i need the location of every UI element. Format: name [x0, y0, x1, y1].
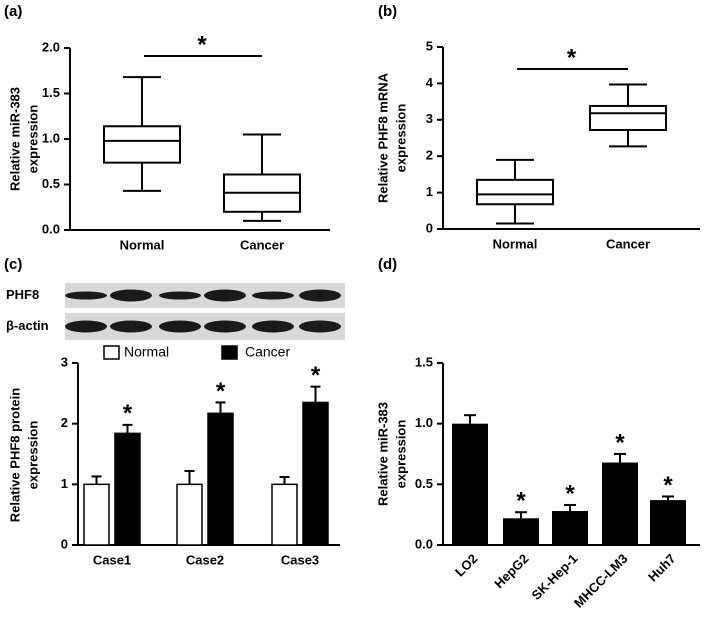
y-tick-label: 3 — [61, 354, 68, 369]
y-tick-label: 0.5 — [415, 476, 433, 491]
x-tick-label: LO2 — [452, 551, 480, 579]
blot-band — [159, 320, 201, 333]
y-tick-label: 1 — [426, 184, 433, 199]
x-tick-label: MHCC-LM3 — [571, 551, 631, 611]
x-tick-label: Normal — [493, 236, 538, 251]
y-axis-title: expression — [25, 105, 40, 174]
blot-band — [159, 291, 201, 300]
bar — [114, 432, 141, 546]
y-axis-title: Relative miR-383 — [375, 402, 390, 506]
bar — [650, 500, 686, 545]
blot-band — [299, 320, 341, 333]
blot-band — [65, 320, 107, 333]
y-tick-label: 1 — [61, 476, 68, 491]
y-axis-title: Relative PHF8 protein — [7, 388, 22, 522]
bar — [302, 401, 329, 546]
y-axis-title: expression — [393, 104, 408, 173]
significance-star: * — [567, 44, 577, 71]
box — [476, 178, 554, 206]
blot-label: PHF8 — [6, 287, 39, 302]
x-tick-label: HepG2 — [491, 551, 531, 591]
legend-swatch — [103, 345, 120, 360]
blot-band — [110, 320, 152, 333]
y-tick-label: 3 — [426, 111, 433, 126]
legend-label: Normal — [124, 344, 169, 360]
y-tick-label: 1.0 — [42, 130, 60, 145]
blot-label: β-actin — [6, 318, 49, 333]
significance-star: * — [615, 429, 625, 456]
significance-star: * — [123, 400, 133, 427]
blot-band — [204, 289, 246, 302]
x-tick-label: Cancer — [606, 236, 650, 251]
panel-label: (a) — [4, 3, 22, 20]
bar — [176, 483, 203, 546]
box — [589, 104, 667, 131]
bar — [503, 518, 539, 545]
y-tick-label: 2 — [426, 148, 433, 163]
significance-star: * — [565, 480, 575, 507]
y-tick-label: 2 — [61, 415, 68, 430]
x-tick-label: Case2 — [186, 552, 224, 567]
blot-band — [299, 289, 341, 302]
bar — [602, 462, 638, 545]
y-tick-label: 5 — [426, 38, 433, 53]
y-tick-label: 1.5 — [415, 354, 433, 369]
x-tick-label: Normal — [120, 237, 165, 252]
y-axis-title: expression — [25, 421, 40, 490]
blot-band — [65, 291, 107, 300]
box — [103, 125, 181, 164]
y-tick-label: 0.0 — [415, 536, 433, 551]
legend-swatch — [221, 345, 238, 360]
bar — [271, 483, 298, 546]
legend-label: Cancer — [245, 344, 290, 360]
x-tick-label: Case1 — [93, 552, 131, 567]
significance-star: * — [516, 488, 526, 515]
blot-band — [252, 320, 294, 333]
y-tick-label: 0.5 — [42, 176, 60, 191]
y-tick-label: 0 — [61, 536, 68, 551]
blot-band — [110, 289, 152, 302]
y-axis-title: Relative PHF8 mRNA — [375, 72, 390, 203]
panel-label: (b) — [378, 3, 397, 20]
x-tick-label: SK-Hep-1 — [529, 551, 581, 603]
y-tick-label: 1.5 — [42, 85, 60, 100]
y-axis-title: Relative miR-383 — [7, 87, 22, 191]
y-tick-label: 1.0 — [415, 415, 433, 430]
y-tick-label: 4 — [426, 75, 434, 90]
bar — [452, 423, 488, 545]
significance-star: * — [216, 378, 226, 405]
panel-label: (d) — [378, 256, 397, 273]
significance-star: * — [197, 31, 207, 58]
x-tick-label: Case3 — [281, 552, 319, 567]
significance-star: * — [663, 472, 673, 499]
panel-label: (c) — [4, 256, 22, 273]
y-tick-label: 0 — [426, 220, 433, 235]
y-axis-title: expression — [393, 420, 408, 489]
bar — [83, 483, 110, 546]
y-tick-label: 2.0 — [42, 39, 60, 54]
x-tick-label: Cancer — [240, 237, 284, 252]
x-tick-label: Huh7 — [645, 551, 679, 585]
blot-band — [204, 320, 246, 333]
significance-star: * — [311, 362, 321, 389]
blot-band — [252, 291, 294, 300]
y-tick-label: 0.0 — [42, 221, 60, 236]
bar — [552, 511, 588, 545]
bar — [207, 412, 234, 546]
